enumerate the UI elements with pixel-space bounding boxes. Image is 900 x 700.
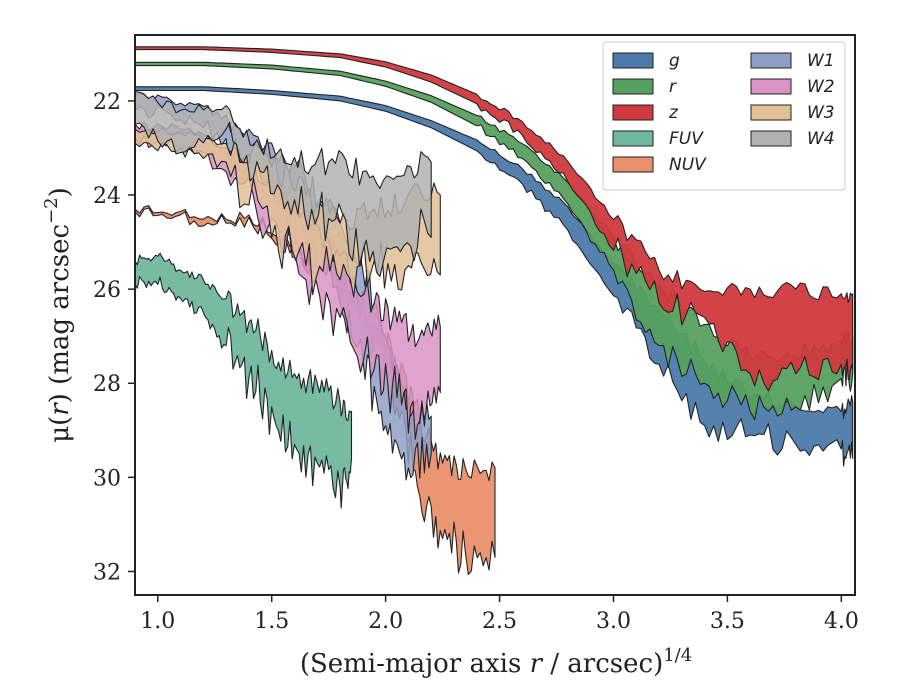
- legend-entry-w1: W1: [750, 51, 835, 71]
- y-axis-label-sup: −2: [41, 197, 62, 224]
- y-tick-label: 26: [93, 278, 121, 303]
- legend-label: NUV: [669, 155, 707, 175]
- axes-layer: 1.0 1.5 2.0 2.5 3.0 3.5 4.0 22 24 26 28 30 32: [93, 90, 859, 634]
- y-tick-label: 24: [93, 184, 121, 209]
- legend-swatch: [612, 78, 654, 95]
- legend-label: W1: [807, 51, 835, 71]
- legend-swatch: [750, 130, 792, 147]
- legend-swatch: [612, 52, 654, 69]
- legend-label: z: [668, 103, 679, 123]
- series-band-z: [135, 46, 854, 392]
- legend-entry-z: z: [612, 103, 679, 123]
- legend-label: W3: [807, 103, 835, 123]
- legend-entry-w2: W2: [750, 77, 835, 97]
- y-axis-label-suffix: ): [45, 187, 75, 197]
- legend-swatch: [750, 52, 792, 69]
- series-band-w4: [135, 90, 432, 278]
- x-tick-label: 2.0: [368, 609, 403, 634]
- legend-label: FUV: [669, 129, 704, 149]
- legend-swatch: [612, 156, 654, 173]
- y-tick-label: 32: [93, 560, 121, 585]
- legend-entry-fuv: FUV: [612, 129, 704, 149]
- legend-label: r: [669, 77, 677, 97]
- x-tick-label: 3.5: [710, 609, 745, 634]
- series-band-g: [135, 86, 854, 467]
- y-tick-label: 28: [93, 372, 121, 397]
- legend-label: W2: [807, 77, 835, 97]
- y-tick-label: 22: [93, 90, 121, 115]
- x-axis-label-sup: 1/4: [663, 645, 692, 666]
- x-axis-label: (Semi-major axis r / arcsec)1/4: [300, 645, 692, 679]
- legend-swatch: [750, 78, 792, 95]
- y-tick-label: 30: [93, 466, 121, 491]
- legend-swatch: [612, 104, 654, 121]
- series-band-fuv: [135, 252, 353, 509]
- y-axis-label-prefix: μ(: [45, 416, 75, 443]
- plot-frame: [134, 34, 856, 596]
- legend-label: W4: [807, 129, 835, 149]
- y-axis-label-var: r: [45, 402, 75, 416]
- x-axis-label-var: r: [530, 649, 544, 679]
- legend-swatch: [612, 130, 654, 147]
- y-axis-label-mid: ) (mag arcsec: [45, 224, 75, 403]
- legend: grz FUV NUV W1 W2 W3 W4: [602, 41, 846, 191]
- x-tick-label: 1.5: [254, 609, 289, 634]
- x-tick-label: 1.0: [140, 609, 175, 634]
- x-axis-label-mid: / arcsec): [542, 649, 663, 679]
- legend-entry-g: g: [612, 51, 680, 71]
- x-tick-label: 3.0: [596, 609, 631, 634]
- series-layer: [135, 46, 854, 575]
- legend-entry-w4: W4: [750, 129, 835, 149]
- series-band-r: [135, 61, 854, 421]
- x-tick-label: 4.0: [824, 609, 859, 634]
- legend-entry-w3: W3: [750, 103, 835, 123]
- legend-swatch: [750, 104, 792, 121]
- y-axis-label: μ(r) (mag arcsec−2): [41, 187, 75, 443]
- x-tick-label: 2.5: [482, 609, 517, 634]
- legend-label: g: [669, 51, 680, 71]
- x-axis-label-prefix: (Semi-major axis: [300, 649, 530, 679]
- legend-entry-r: r: [612, 77, 677, 97]
- legend-entry-nuv: NUV: [612, 155, 707, 175]
